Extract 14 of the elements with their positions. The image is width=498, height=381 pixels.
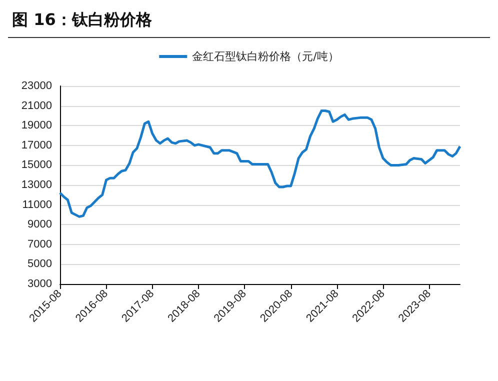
y-tick-label: 15000 (21, 159, 52, 172)
y-tick-label: 3000 (28, 278, 52, 290)
y-tick-label: 9000 (28, 218, 52, 231)
legend-label: 金红石型钛白粉价格（元/吨） (192, 50, 339, 63)
y-tick-label: 13000 (21, 179, 52, 191)
line-series (58, 110, 462, 218)
y-tick-label: 21000 (21, 100, 52, 112)
y-tick-label: 23000 (21, 80, 52, 92)
y-tick-label: 17000 (21, 139, 52, 152)
chart-title: 图 16：钛白粉价格 (8, 8, 490, 38)
y-tick-label: 5000 (28, 258, 52, 270)
y-tick-label: 7000 (28, 238, 52, 250)
y-tick-label: 11000 (22, 198, 52, 211)
y-tick-label: 19000 (21, 120, 52, 132)
